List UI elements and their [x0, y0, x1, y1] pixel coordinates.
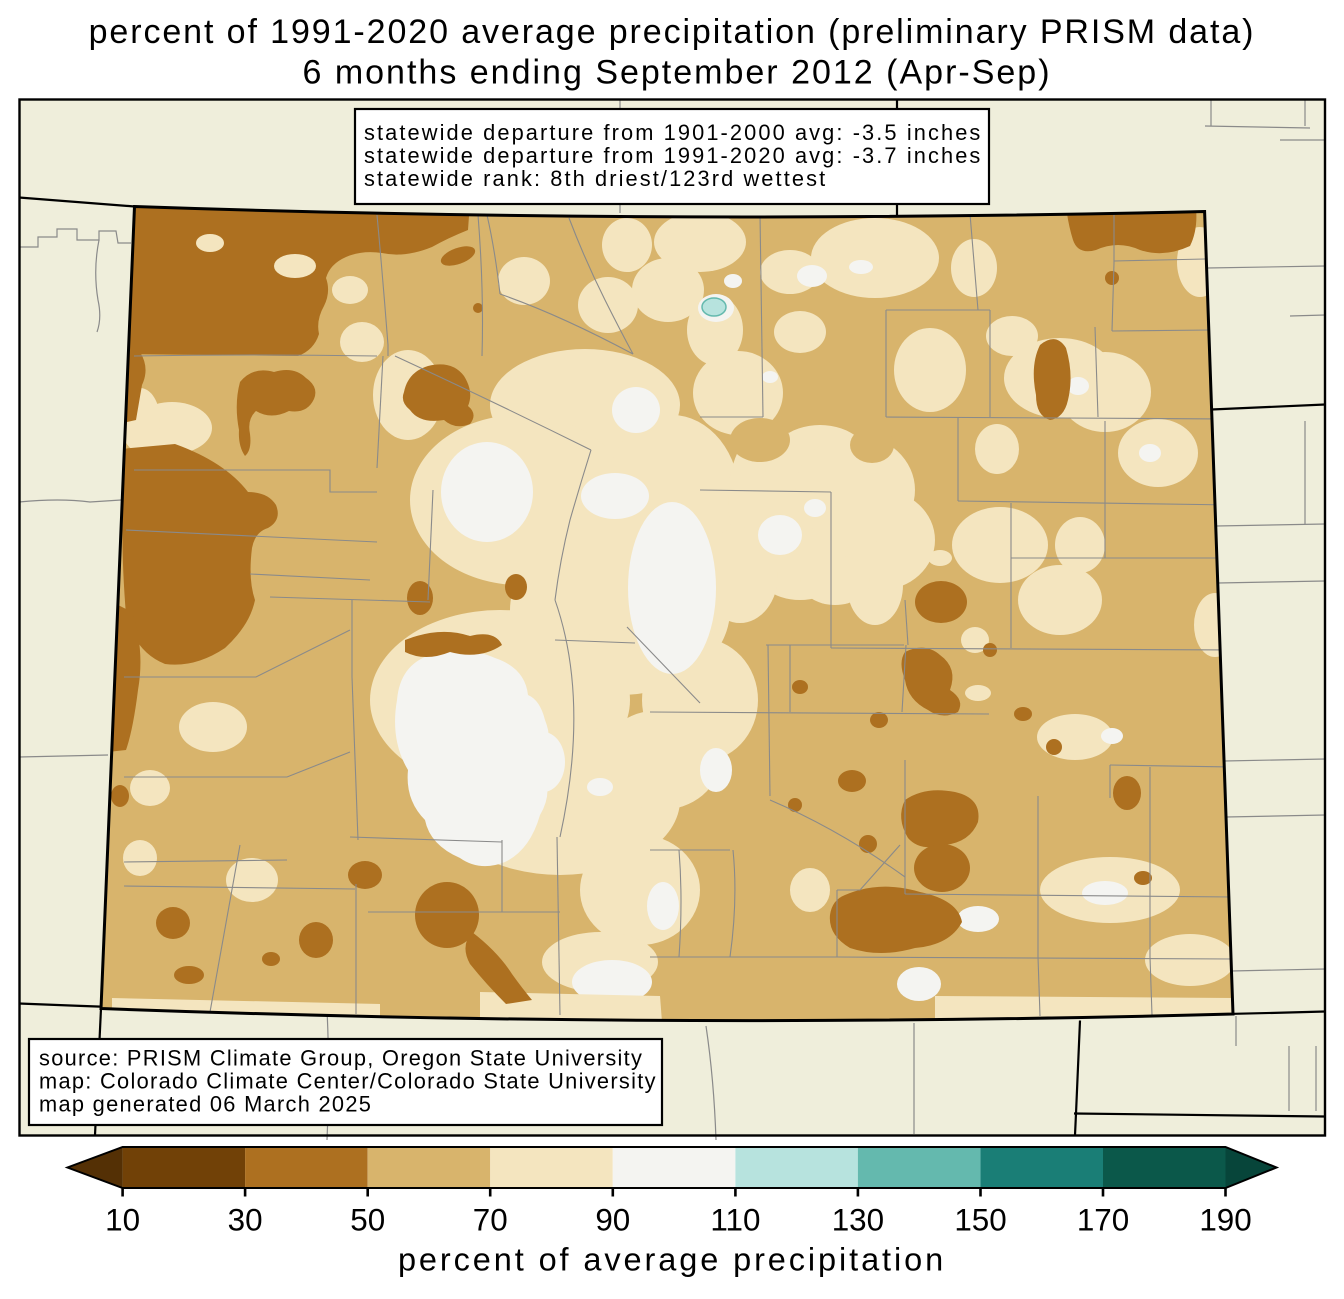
svg-text:map: Colorado Climate Center/C: map: Colorado Climate Center/Colorado St… — [39, 1069, 657, 1094]
svg-text:statewide rank: 8th driest/123: statewide rank: 8th driest/123rd wettest — [364, 166, 827, 191]
svg-text:statewide departure from 1901-: statewide departure from 1901-2000 avg: … — [364, 120, 982, 145]
svg-text:50: 50 — [350, 1203, 385, 1238]
svg-text:statewide departure from 1991-: statewide departure from 1991-2020 avg: … — [364, 143, 982, 168]
svg-text:30: 30 — [228, 1203, 263, 1238]
svg-text:source: PRISM Climate Group, O: source: PRISM Climate Group, Oregon Stat… — [39, 1046, 643, 1071]
svg-text:percent of average precipitati: percent of average precipitation — [398, 1242, 946, 1278]
svg-text:10: 10 — [105, 1203, 140, 1238]
svg-text:190: 190 — [1199, 1203, 1251, 1238]
svg-text:150: 150 — [954, 1203, 1006, 1238]
svg-text:110: 110 — [710, 1203, 760, 1238]
svg-text:6 months ending September 2012: 6 months ending September 2012 (Apr-Sep) — [302, 54, 1051, 92]
svg-text:130: 130 — [832, 1203, 884, 1238]
svg-text:90: 90 — [595, 1203, 630, 1238]
svg-text:map generated 06 March 2025: map generated 06 March 2025 — [39, 1092, 372, 1117]
svg-text:70: 70 — [473, 1203, 508, 1238]
svg-text:percent of 1991-2020 average p: percent of 1991-2020 average precipitati… — [89, 13, 1256, 51]
svg-text:170: 170 — [1077, 1203, 1129, 1238]
